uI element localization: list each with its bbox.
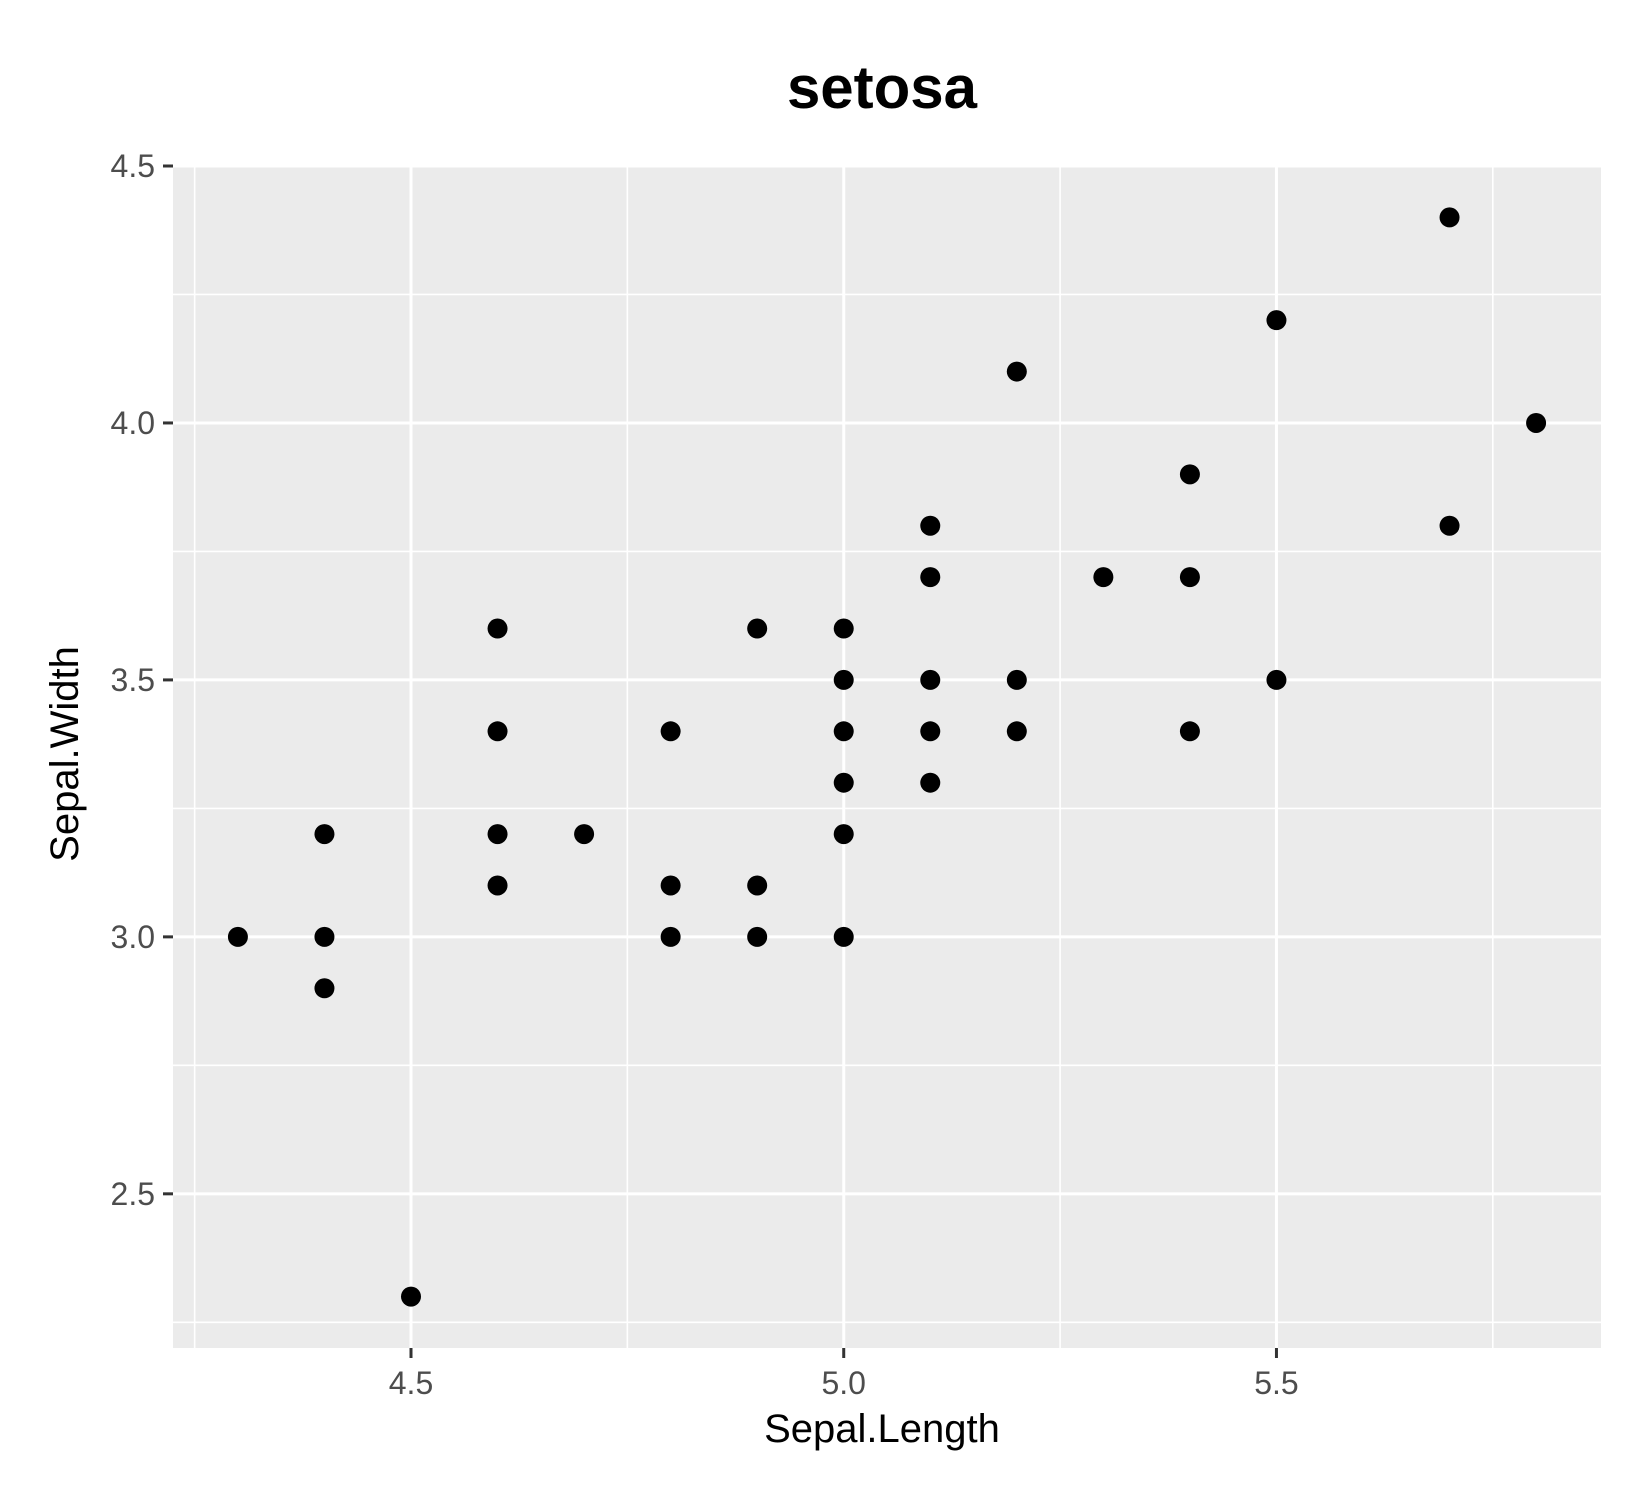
x-tick-label: 5.5 xyxy=(1254,1365,1298,1401)
data-point xyxy=(920,669,941,690)
data-point xyxy=(227,926,248,947)
data-point xyxy=(920,721,941,742)
data-point xyxy=(833,926,854,947)
data-point xyxy=(574,824,595,845)
axis-ticks xyxy=(163,164,1278,1358)
data-point xyxy=(833,618,854,639)
data-point xyxy=(487,721,508,742)
data-point xyxy=(660,875,681,896)
y-tick-label: 4.0 xyxy=(111,405,155,441)
data-point xyxy=(314,824,335,845)
data-point xyxy=(833,669,854,690)
data-point xyxy=(920,567,941,588)
data-point xyxy=(487,824,508,845)
major-gridlines xyxy=(173,164,1601,1348)
data-point xyxy=(1266,669,1287,690)
data-point xyxy=(833,772,854,793)
data-point xyxy=(1266,310,1287,331)
data-point xyxy=(920,515,941,536)
x-tick-label: 4.5 xyxy=(389,1365,433,1401)
chart-title: setosa xyxy=(787,54,978,121)
data-point xyxy=(1439,515,1460,536)
data-points xyxy=(227,207,1547,1307)
data-point xyxy=(747,618,768,639)
data-point xyxy=(1179,567,1200,588)
data-point xyxy=(401,1286,421,1307)
data-point xyxy=(660,721,681,742)
data-point xyxy=(1006,361,1027,382)
data-point xyxy=(1006,721,1027,742)
data-point xyxy=(487,618,508,639)
data-point xyxy=(1006,669,1027,690)
y-tick-label: 2.5 xyxy=(111,1176,155,1212)
data-point xyxy=(1093,567,1114,588)
data-point xyxy=(1526,412,1547,433)
x-axis-label: Sepal.Length xyxy=(764,1407,1000,1451)
x-tick-label: 5.0 xyxy=(821,1365,865,1401)
data-point xyxy=(314,926,335,947)
tick-labels: 4.5 5.0 5.5 2.5 3.0 3.5 4.0 4.5 xyxy=(111,148,1299,1401)
plot-panel xyxy=(173,166,1601,1348)
data-point xyxy=(833,824,854,845)
data-point xyxy=(747,875,768,896)
data-point xyxy=(660,926,681,947)
y-tick-label: 4.5 xyxy=(111,148,155,184)
y-tick-label: 3.5 xyxy=(111,662,155,698)
data-point xyxy=(833,721,854,742)
data-point xyxy=(1179,464,1200,485)
y-axis-label: Sepal.Width xyxy=(43,646,87,862)
data-point xyxy=(1439,207,1460,228)
data-point xyxy=(747,926,768,947)
y-tick-label: 3.0 xyxy=(111,919,155,955)
data-point xyxy=(487,875,508,896)
data-point xyxy=(314,978,335,999)
data-point xyxy=(1179,721,1200,742)
data-point xyxy=(920,772,941,793)
